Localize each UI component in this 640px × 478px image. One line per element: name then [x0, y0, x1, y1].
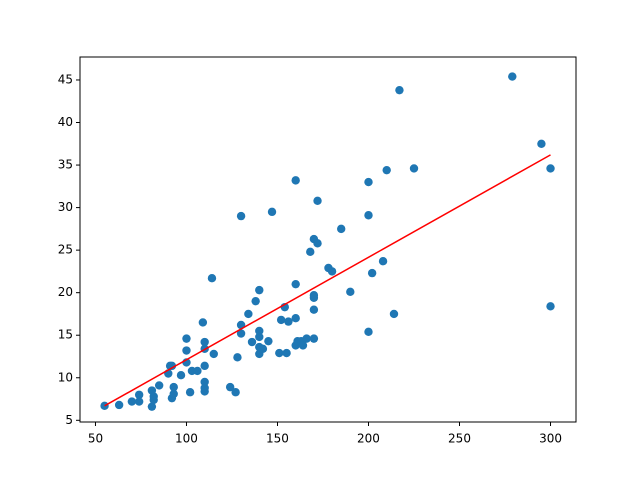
- scatter-point: [255, 332, 264, 342]
- scatter-point: [114, 400, 124, 410]
- scatter-point: [508, 72, 517, 81]
- x-tick-label: 100: [175, 432, 198, 446]
- scatter-point: [364, 211, 373, 220]
- scatter-point: [193, 366, 202, 376]
- scatter-point: [200, 383, 209, 393]
- scatter-point: [291, 176, 300, 185]
- scatter-point: [276, 315, 286, 325]
- x-tick-label: 150: [266, 432, 289, 446]
- scatter-point: [537, 139, 546, 148]
- scatter-point: [134, 397, 144, 406]
- scatter-point: [182, 346, 191, 355]
- y-tick-label: 15: [58, 328, 73, 342]
- scatter-point: [291, 279, 300, 289]
- scatter-point: [169, 389, 178, 399]
- scatter-point: [182, 334, 191, 343]
- scatter-point: [364, 327, 373, 337]
- fit-line: [104, 154, 551, 407]
- scatter-point: [200, 361, 209, 371]
- scatter-point: [327, 267, 337, 276]
- scatter-point: [209, 349, 218, 359]
- scatter-point: [364, 177, 373, 187]
- scatter-point: [255, 326, 264, 336]
- scatter-point: [367, 268, 377, 278]
- scatter-point: [231, 388, 240, 397]
- scatter-point: [255, 285, 264, 295]
- scatter-point: [167, 361, 177, 371]
- scatter-point: [302, 334, 311, 343]
- y-tick-label: 30: [58, 200, 73, 214]
- y-tick-label: 40: [58, 115, 73, 129]
- scatter-point: [258, 344, 268, 354]
- scatter-point: [298, 341, 308, 350]
- scatter-point: [309, 334, 319, 343]
- scatter-point: [264, 336, 273, 346]
- scatter-point: [306, 247, 315, 257]
- y-tick-label: 35: [58, 158, 73, 172]
- scatter-point: [546, 164, 555, 173]
- scatter-point: [207, 274, 217, 283]
- scatter-point: [382, 165, 391, 175]
- scatter-point: [346, 287, 355, 297]
- scatter-point: [395, 85, 404, 95]
- scatter-point: [154, 381, 164, 390]
- scatter-point: [236, 211, 246, 221]
- axes-frame: [79, 56, 577, 423]
- x-tick-label: 50: [88, 432, 103, 446]
- scatter-point: [200, 377, 209, 387]
- scatter-point: [198, 318, 208, 327]
- x-tick-label: 300: [539, 432, 562, 446]
- scatter-point: [284, 317, 293, 326]
- scatter-point: [336, 224, 346, 234]
- scatter-point: [169, 382, 178, 392]
- scatter-point: [185, 388, 195, 397]
- scatter-point: [134, 390, 144, 399]
- y-tick-label: 45: [58, 72, 73, 86]
- x-tick-label: 200: [357, 432, 380, 446]
- scatter-point: [291, 314, 300, 323]
- scatter-point: [233, 353, 242, 362]
- scatter-point: [244, 309, 253, 319]
- scatter-point: [313, 196, 322, 205]
- scatter-point: [309, 305, 319, 314]
- y-tick-label: 25: [58, 243, 73, 257]
- scatter-point: [225, 382, 235, 392]
- scatter-point: [546, 302, 555, 311]
- scatter-point: [251, 296, 260, 306]
- y-tick-label: 5: [65, 413, 73, 427]
- scatter-point: [200, 337, 209, 347]
- scatter-point: [389, 309, 399, 319]
- scatter-point: [147, 386, 157, 395]
- scatter-point: [147, 402, 157, 411]
- x-tick-label: 250: [448, 432, 471, 446]
- scatter-point: [176, 371, 186, 380]
- scatter-point: [313, 239, 322, 248]
- scatter-point: [282, 348, 291, 358]
- scatter-point: [409, 164, 419, 173]
- scatter-point: [275, 348, 284, 358]
- scatter-point: [247, 337, 257, 347]
- scatter-point: [127, 397, 137, 406]
- y-tick-label: 10: [58, 370, 73, 384]
- scatter-point: [267, 207, 277, 217]
- scatter-point: [378, 256, 388, 266]
- scatter-point: [236, 329, 246, 338]
- scatter-point: [309, 293, 319, 302]
- y-tick-label: 20: [58, 285, 73, 299]
